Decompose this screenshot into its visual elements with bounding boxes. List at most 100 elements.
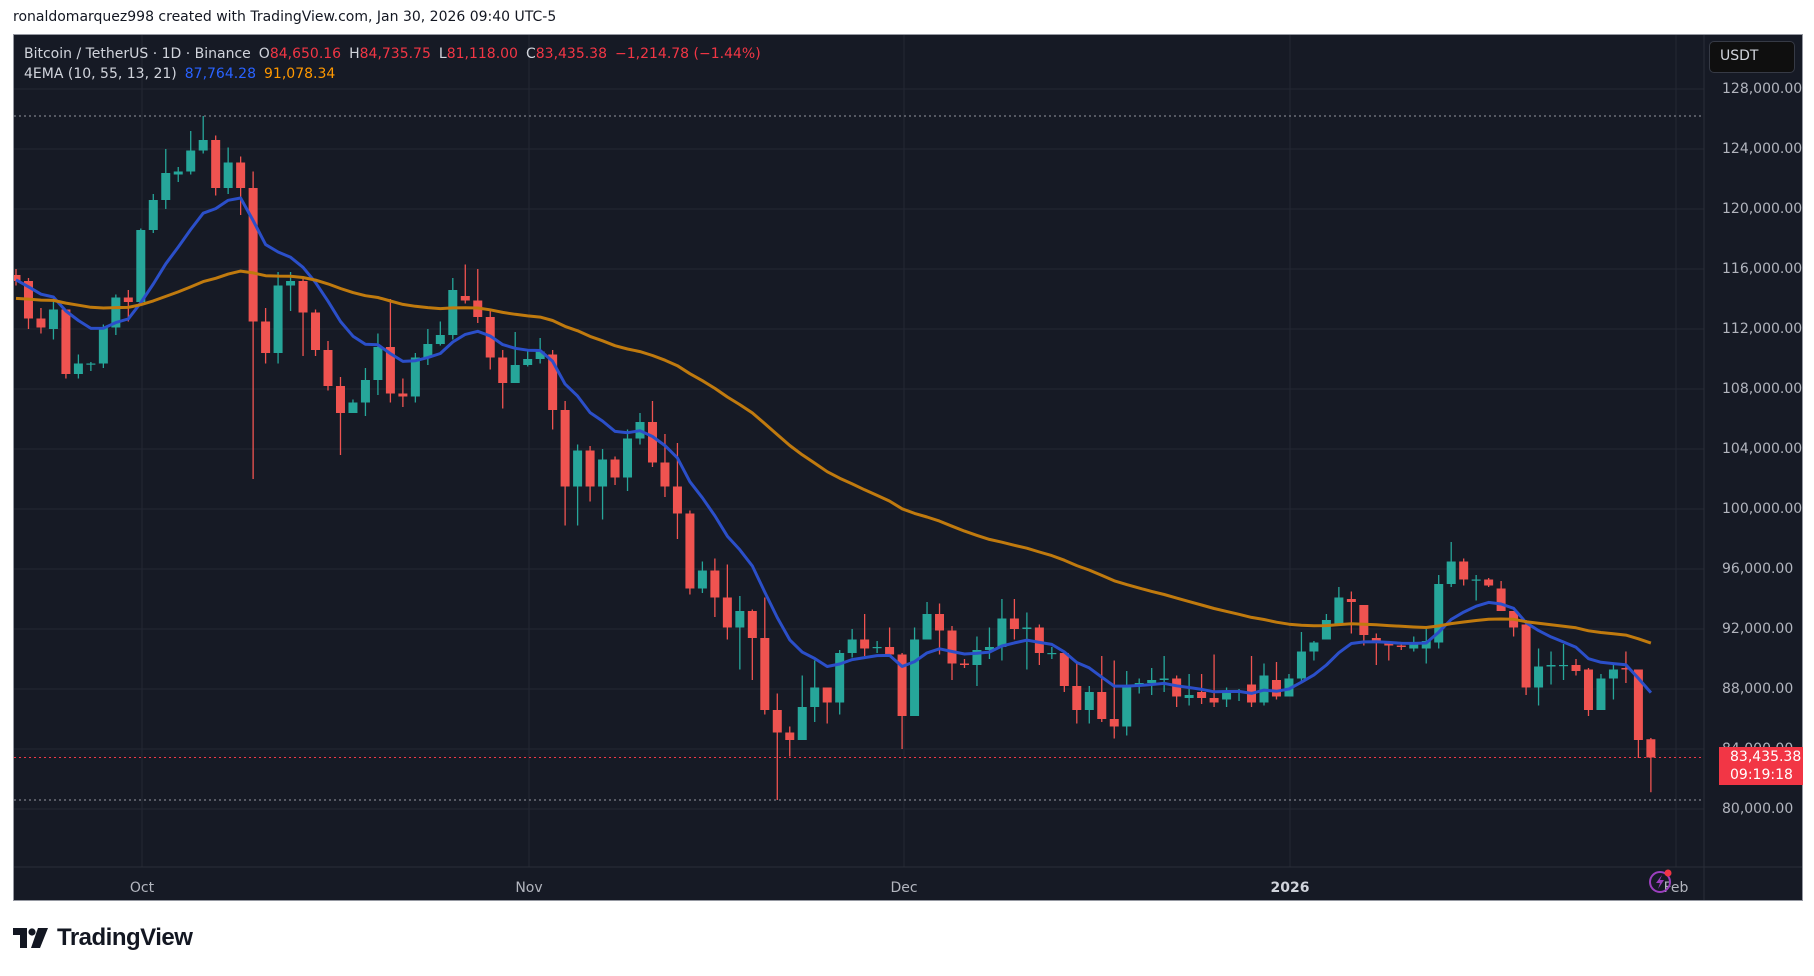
candle-body bbox=[548, 354, 558, 410]
price-tick-label: 112,000.00 bbox=[1722, 321, 1803, 337]
candle-body bbox=[947, 630, 957, 664]
candle-body bbox=[360, 380, 370, 403]
candle-body bbox=[1097, 692, 1107, 719]
indicator-title[interactable]: 4EMA (10, 55, 13, 21) bbox=[24, 66, 177, 82]
candle-body bbox=[398, 393, 408, 397]
candle-body bbox=[1334, 597, 1344, 625]
candle-body bbox=[660, 462, 670, 487]
candle-body bbox=[860, 639, 870, 649]
indicator-row: 4EMA (10, 55, 13, 21) 87,764.28 91,078.3… bbox=[24, 64, 761, 84]
price-tick-label: 100,000.00 bbox=[1722, 501, 1803, 517]
candle-body bbox=[1546, 665, 1556, 667]
lightning-icon[interactable] bbox=[1648, 868, 1674, 894]
last-price-value: 83,435.38 bbox=[1730, 749, 1802, 765]
candle-body bbox=[1034, 627, 1044, 653]
candle-body bbox=[1209, 698, 1219, 703]
candle-body bbox=[598, 459, 608, 487]
time-tick-label: Dec bbox=[890, 880, 918, 896]
currency-button[interactable]: USDT bbox=[1709, 41, 1795, 73]
candle-body bbox=[1571, 665, 1581, 671]
candle-body bbox=[1646, 739, 1656, 758]
candle-body bbox=[348, 402, 358, 413]
candle-body bbox=[1608, 669, 1618, 679]
candle-body bbox=[1109, 719, 1119, 727]
close-value: 83,435.38 bbox=[535, 46, 608, 62]
candle-body bbox=[61, 309, 71, 374]
candle-body bbox=[148, 200, 158, 230]
candle-body bbox=[697, 570, 707, 589]
candlestick-chart[interactable] bbox=[14, 35, 1802, 900]
candle-body bbox=[311, 312, 321, 350]
tradingview-logo[interactable]: TradingView bbox=[13, 924, 193, 952]
candle-body bbox=[1197, 692, 1207, 698]
candle-body bbox=[14, 275, 21, 281]
candle-body bbox=[997, 618, 1007, 647]
candle-body bbox=[747, 611, 757, 638]
candle-body bbox=[722, 597, 732, 628]
candle-body bbox=[623, 438, 633, 478]
ohlc-row: Bitcoin / TetherUS · 1D · Binance O 84,65… bbox=[24, 44, 761, 64]
candle-body bbox=[161, 173, 171, 200]
price-tick-label: 124,000.00 bbox=[1722, 141, 1803, 157]
candle-body bbox=[73, 363, 83, 374]
candle-body bbox=[248, 188, 258, 322]
candle-body bbox=[1446, 561, 1456, 584]
bar-countdown: 09:19:18 bbox=[1730, 767, 1793, 783]
candle-body bbox=[48, 309, 58, 329]
candle-body bbox=[585, 450, 595, 487]
chart-credit: ronaldomarquez998 created with TradingVi… bbox=[13, 9, 557, 25]
candle-body bbox=[984, 647, 994, 650]
ema-55-line bbox=[15, 269, 1652, 645]
price-tick-label: 104,000.00 bbox=[1722, 441, 1803, 457]
candle-body bbox=[261, 321, 271, 353]
candle-body bbox=[1471, 579, 1481, 581]
candle-body bbox=[822, 687, 832, 703]
candle-body bbox=[273, 285, 283, 353]
candle-body bbox=[173, 171, 183, 175]
candle-body bbox=[236, 162, 246, 188]
candle-body bbox=[286, 281, 296, 286]
candle-body bbox=[36, 318, 46, 328]
candle-body bbox=[1084, 692, 1094, 710]
candle-body bbox=[972, 650, 982, 665]
candle-body bbox=[1359, 605, 1369, 635]
price-tick-label: 120,000.00 bbox=[1722, 201, 1803, 217]
candle-body bbox=[1321, 620, 1331, 640]
price-tick-label: 88,000.00 bbox=[1722, 681, 1794, 697]
candle-body bbox=[835, 653, 845, 703]
candle-body bbox=[810, 687, 820, 707]
candle-body bbox=[785, 732, 795, 740]
candle-body bbox=[1309, 642, 1319, 652]
candle-body bbox=[1222, 690, 1232, 700]
chart-frame[interactable]: Bitcoin / TetherUS · 1D · Binance O 84,65… bbox=[13, 34, 1803, 901]
candle-body bbox=[897, 654, 907, 716]
candle-body bbox=[223, 162, 233, 188]
candle-body bbox=[760, 638, 770, 710]
candle-body bbox=[385, 347, 395, 394]
candle-body bbox=[1147, 680, 1157, 683]
candle-body bbox=[335, 386, 345, 413]
candle-body bbox=[1484, 579, 1494, 586]
candle-body bbox=[1159, 678, 1169, 680]
candle-body bbox=[1122, 686, 1132, 727]
candle-body bbox=[647, 422, 657, 463]
candle-body bbox=[498, 357, 508, 383]
tradingview-mark-icon bbox=[13, 928, 48, 948]
candle-body bbox=[1583, 669, 1593, 710]
candle-body bbox=[1022, 627, 1032, 629]
candle-body bbox=[1047, 653, 1057, 655]
candle-body bbox=[1184, 695, 1194, 698]
candle-body bbox=[410, 357, 420, 397]
symbol-title[interactable]: Bitcoin / TetherUS · 1D · Binance bbox=[24, 46, 251, 62]
candle-body bbox=[535, 351, 545, 359]
candle-body bbox=[1434, 584, 1444, 643]
candle-body bbox=[847, 639, 857, 653]
candle-body bbox=[1534, 666, 1544, 688]
price-tick-label: 80,000.00 bbox=[1722, 801, 1794, 817]
price-tick-label: 96,000.00 bbox=[1722, 561, 1794, 577]
candle-body bbox=[772, 710, 782, 733]
candle-body bbox=[1271, 680, 1281, 697]
close-label: C bbox=[525, 46, 536, 62]
last-price-tag: 83,435.38 09:19:18 bbox=[1719, 747, 1803, 785]
candle-body bbox=[98, 327, 108, 364]
